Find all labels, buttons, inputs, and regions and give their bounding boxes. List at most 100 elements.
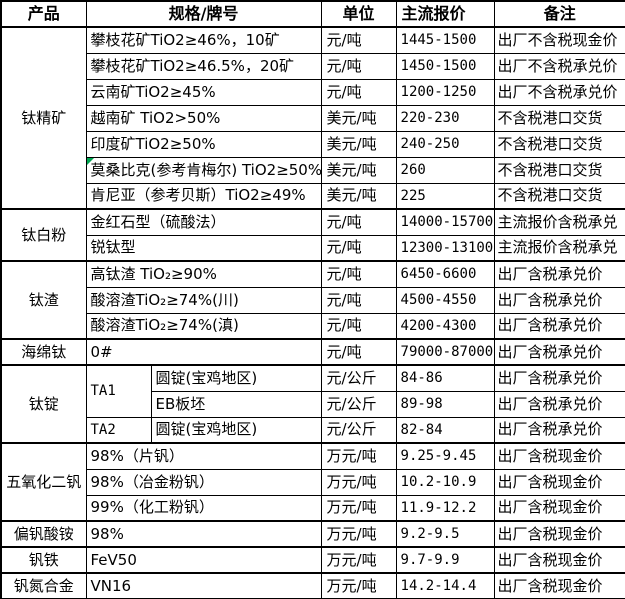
- table-row: 98%（冶金粉钒） 万元/吨 10.2-10.9 出厂含税现金价: [1, 468, 625, 496]
- cell-comment-marker-icon: [87, 158, 94, 165]
- section-vanadium-nitrogen-alloy: 钒氮合金 VN16 万元/吨 14.2-14.4 出厂含税现金价: [0, 572, 625, 599]
- table-row: 攀枝花矿TiO2≥46.5%，20矿 元/吨 1450-1500 出厂不含税承兑…: [1, 52, 625, 80]
- section-titanium-concentrate: 钛精矿 攀枝花矿TiO2≥46%，10矿 元/吨 1445-1500 出厂不含税…: [0, 26, 625, 210]
- note-cell: 出厂含税承兑价: [493, 390, 625, 418]
- price-cell: 4200-4300: [395, 312, 495, 340]
- unit-cell: 元/吨: [320, 208, 397, 236]
- price-cell: 240-250: [395, 130, 495, 158]
- col-header-unit: 单位: [320, 0, 397, 28]
- unit-cell: 元/吨: [320, 52, 397, 80]
- product-cell: 钒氮合金: [0, 572, 87, 599]
- unit-cell: 万元/吨: [320, 572, 397, 599]
- note-cell: 出厂含税承兑价: [493, 416, 625, 444]
- price-cell: 220-230: [395, 104, 495, 132]
- table-row: 锐钛型 元/吨 12300-13100 主流报价含税承兑: [1, 234, 625, 262]
- spec-cell: 98%（片钒）: [85, 442, 322, 470]
- price-cell: 84-86: [395, 364, 495, 392]
- note-cell: 出厂含税承兑价: [493, 260, 625, 288]
- table-row: 酸溶渣TiO₂≥74%(川) 元/吨 4500-4550 出厂含税承兑价: [1, 286, 625, 314]
- note-cell: 不含税港口交货: [493, 104, 625, 132]
- unit-cell: 万元/吨: [320, 468, 397, 496]
- grade-cell: TA1: [85, 364, 152, 418]
- note-cell: 出厂含税现金价: [493, 442, 625, 470]
- spec-cell: FeV50: [85, 546, 322, 574]
- table-row: 钒氮合金 VN16 万元/吨 14.2-14.4 出厂含税现金价: [0, 572, 625, 599]
- table-row: 钛渣 高钛渣 TiO₂≥90% 元/吨 6450-6600 出厂含税承兑价: [0, 260, 625, 340]
- table-row: 印度矿TiO2≥50% 美元/吨 240-250 不含税港口交货: [1, 130, 625, 158]
- price-cell: 260: [395, 156, 495, 184]
- spec-cell: 攀枝花矿TiO2≥46.5%，20矿: [85, 52, 322, 80]
- header-row: 产品 规格/牌号 单位 主流报价 备注: [0, 0, 625, 28]
- unit-cell: 美元/吨: [320, 182, 397, 210]
- price-cell: 89-98: [395, 390, 495, 418]
- unit-cell: 元/吨: [320, 338, 397, 366]
- product-cell: 钛渣: [0, 260, 87, 340]
- note-cell: 出厂含税承兑价: [493, 364, 625, 392]
- section-ferrovanadium: 钒铁 FeV50 万元/吨 9.7-9.9 出厂含税现金价: [0, 546, 625, 574]
- spec-cell: 莫桑比克(参考肯梅尔) TiO2≥50%: [85, 156, 322, 184]
- unit-cell: 元/吨: [320, 260, 397, 288]
- product-cell: 钛精矿: [0, 26, 87, 210]
- spec-cell: 金红石型（硫酸法）: [85, 208, 322, 236]
- col-header-product: 产品: [0, 0, 87, 28]
- table-row: 莫桑比克(参考肯梅尔) TiO2≥50% 美元/吨 260 不含税港口交货: [1, 156, 625, 184]
- unit-cell: 美元/吨: [320, 104, 397, 132]
- col-header-price: 主流报价: [395, 0, 495, 28]
- price-cell: 9.2-9.5: [395, 520, 495, 548]
- price-cell: 82-84: [395, 416, 495, 444]
- spec-cell: 圆锭(宝鸡地区): [150, 416, 322, 444]
- table-row: 钛白粉 金红石型（硫酸法） 元/吨 14000-15700 主流报价含税承兑: [0, 208, 625, 262]
- spec-cell: 云南矿TiO2≥45%: [85, 78, 322, 106]
- spec-cell: VN16: [85, 572, 322, 599]
- section-titanium-slag: 钛渣 高钛渣 TiO₂≥90% 元/吨 6450-6600 出厂含税承兑价 酸溶…: [0, 260, 625, 340]
- price-cell: 12300-13100: [395, 234, 495, 262]
- table-row: 钛精矿 攀枝花矿TiO2≥46%，10矿 元/吨 1445-1500 出厂不含税…: [0, 26, 625, 210]
- col-header-spec: 规格/牌号: [85, 0, 322, 28]
- note-cell: 出厂不含税承兑价: [493, 78, 625, 106]
- spec-cell: 越南矿 TiO2>50%: [85, 104, 322, 132]
- spec-cell: 高钛渣 TiO₂≥90%: [85, 260, 322, 288]
- product-cell: 偏钒酸铵: [0, 520, 87, 548]
- price-cell: 79000-87000: [395, 338, 495, 366]
- unit-cell: 美元/吨: [320, 130, 397, 158]
- table-row: EB板坯 元/公斤 89-98 出厂含税承兑价: [1, 390, 625, 418]
- price-cell: 14.2-14.4: [395, 572, 495, 599]
- section-titanium-ingot: 钛锭 TA1 圆锭(宝鸡地区) 元/公斤 84-86 出厂含税承兑价 EB板坯 …: [0, 364, 625, 444]
- table-row: 酸溶渣TiO₂≥74%(滇) 元/吨 4200-4300 出厂含税承兑价: [1, 312, 625, 340]
- spec-cell: 酸溶渣TiO₂≥74%(川): [85, 286, 322, 314]
- spec-cell: 肯尼亚（参考贝斯）TiO2≥49%: [85, 182, 322, 210]
- unit-cell: 元/公斤: [320, 364, 397, 392]
- spec-cell: 0#: [85, 338, 322, 366]
- price-cell: 9.25-9.45: [395, 442, 495, 470]
- unit-cell: 元/吨: [320, 286, 397, 314]
- note-cell: 主流报价含税承兑: [493, 234, 625, 262]
- unit-cell: 元/公斤: [320, 416, 397, 444]
- table-row: 99%（化工粉钒） 万元/吨 11.9-12.2 出厂含税现金价: [1, 494, 625, 522]
- spec-cell: 圆锭(宝鸡地区): [150, 364, 322, 392]
- unit-cell: 万元/吨: [320, 546, 397, 574]
- table-row: 五氧化二钒 98%（片钒） 万元/吨 9.25-9.45 出厂含税现金价: [0, 442, 625, 522]
- table-row: 海绵钛 0# 元/吨 79000-87000 出厂含税承兑价: [0, 338, 625, 366]
- price-cell: 9.7-9.9: [395, 546, 495, 574]
- section-vanadium-pentoxide: 五氧化二钒 98%（片钒） 万元/吨 9.25-9.45 出厂含税现金价 98%…: [0, 442, 625, 522]
- price-cell: 14000-15700: [395, 208, 495, 236]
- spec-cell: 锐钛型: [85, 234, 322, 262]
- note-cell: 出厂含税承兑价: [493, 312, 625, 340]
- grade-cell: TA2: [85, 416, 152, 444]
- col-header-note: 备注: [493, 0, 625, 28]
- note-cell: 出厂含税现金价: [493, 468, 625, 496]
- table-row: TA2 圆锭(宝鸡地区) 元/公斤 82-84 出厂含税承兑价: [1, 416, 625, 444]
- note-cell: 出厂不含税现金价: [493, 26, 625, 54]
- product-cell: 钛锭: [0, 364, 87, 444]
- spec-cell: 攀枝花矿TiO2≥46%，10矿: [85, 26, 322, 54]
- note-cell: 出厂含税现金价: [493, 546, 625, 574]
- note-cell: 出厂含税承兑价: [493, 286, 625, 314]
- unit-cell: 元/吨: [320, 78, 397, 106]
- price-cell: 1450-1500: [395, 52, 495, 80]
- unit-cell: 元/吨: [320, 312, 397, 340]
- table-row: 肯尼亚（参考贝斯）TiO2≥49% 美元/吨 225 不含税港口交货: [1, 182, 625, 210]
- section-titanium-sponge: 海绵钛 0# 元/吨 79000-87000 出厂含税承兑价: [0, 338, 625, 366]
- note-cell: 主流报价含税承兑: [493, 208, 625, 236]
